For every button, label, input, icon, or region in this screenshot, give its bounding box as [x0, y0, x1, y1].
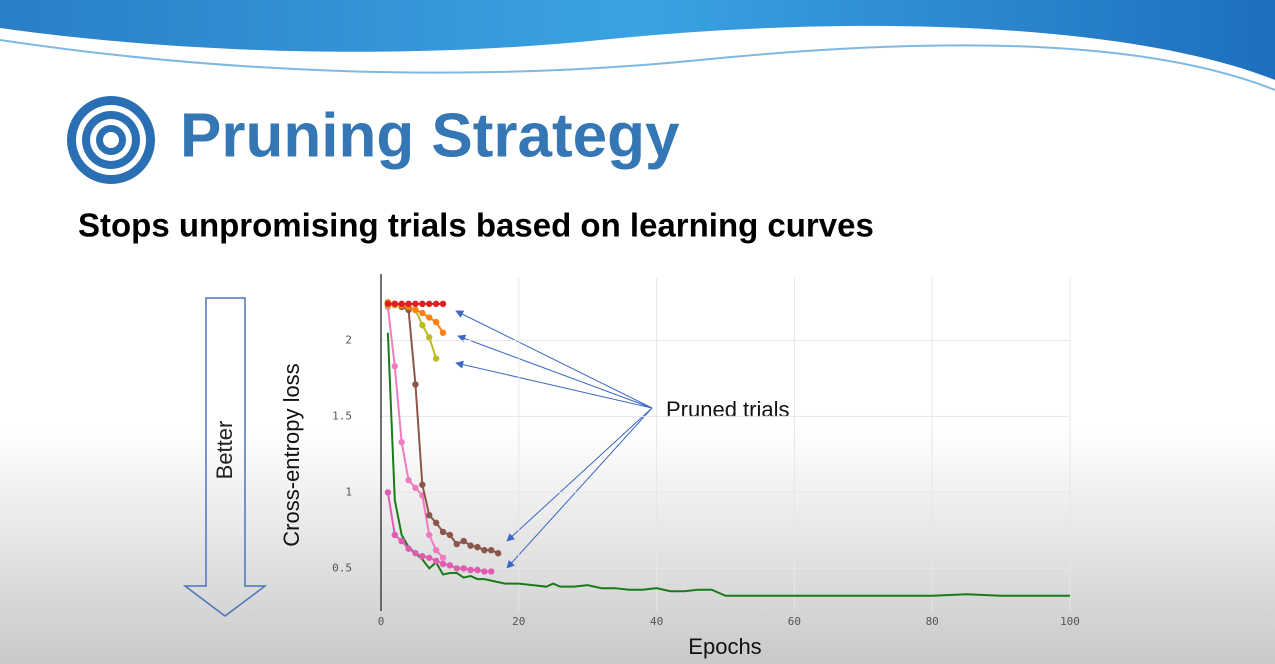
data-point — [412, 306, 419, 314]
y-tick-label: 2 — [345, 333, 352, 346]
pruned-arrows — [455, 310, 653, 569]
title-icon — [67, 96, 155, 184]
data-point — [426, 554, 433, 561]
data-point — [412, 300, 419, 308]
x-tick-label: 60 — [788, 615, 801, 628]
data-point — [398, 439, 405, 446]
x-axis-label: Epochs — [688, 634, 761, 659]
data-point — [439, 329, 447, 336]
y-tick-label: 1.5 — [332, 409, 352, 422]
data-point — [391, 362, 398, 370]
data-point — [426, 531, 433, 539]
data-point — [439, 300, 447, 308]
data-point — [453, 565, 460, 572]
better-label: Better — [212, 421, 237, 480]
data-point — [405, 545, 412, 552]
data-point — [432, 300, 440, 308]
data-point — [446, 531, 454, 539]
data-point — [488, 546, 495, 554]
data-point — [391, 300, 398, 308]
data-point — [391, 531, 398, 539]
data-point — [426, 300, 433, 308]
pruned-label: Pruned trials — [666, 397, 790, 422]
background-gradient — [0, 430, 1275, 664]
data-point — [439, 560, 447, 568]
data-point — [460, 537, 467, 545]
data-point — [439, 528, 447, 536]
data-point — [412, 484, 419, 492]
data-point — [467, 542, 474, 549]
data-point — [405, 300, 412, 308]
data-point — [453, 540, 460, 548]
data-point — [384, 489, 392, 496]
data-point — [426, 314, 433, 321]
data-point — [439, 554, 447, 561]
data-point — [419, 321, 426, 329]
better-arrow — [182, 297, 268, 617]
data-point — [398, 300, 405, 308]
data-point — [384, 300, 392, 308]
data-point — [432, 557, 440, 565]
data-point — [474, 566, 481, 574]
data-point — [426, 334, 433, 341]
data-point — [494, 550, 502, 557]
data-point — [432, 546, 440, 554]
x-tick-label: 20 — [512, 615, 525, 628]
series-line — [386, 492, 492, 573]
data-point — [474, 543, 481, 551]
data-point — [460, 565, 467, 572]
data-point — [398, 537, 405, 545]
series-line — [386, 332, 1070, 597]
data-point — [432, 355, 440, 362]
data-point — [481, 546, 488, 554]
data-point — [467, 566, 474, 574]
y-axis-label: Cross-entropy loss — [279, 363, 304, 546]
data-point — [419, 309, 426, 317]
data-point — [446, 562, 454, 569]
data-point — [405, 477, 412, 484]
data-point — [412, 550, 419, 557]
data-point — [432, 519, 440, 527]
x-tick-label: 80 — [926, 615, 939, 628]
slide-title: Pruning Strategy — [180, 101, 680, 170]
y-tick-label: 1 — [345, 485, 352, 498]
x-tick-label: 100 — [1060, 615, 1080, 628]
data-point — [419, 553, 426, 560]
data-point — [419, 481, 426, 488]
header-wave-line — [0, 39, 1275, 91]
x-tick-label: 0 — [378, 615, 385, 628]
slide-subtitle: Stops unpromising trials based on learni… — [78, 207, 874, 244]
data-point — [412, 381, 419, 388]
data-point — [481, 568, 488, 575]
data-point — [426, 512, 433, 519]
y-tick-label: 0.5 — [332, 561, 352, 574]
x-tick-label: 40 — [650, 615, 663, 628]
header-wave — [0, 0, 1275, 80]
data-point — [432, 318, 440, 326]
data-point — [419, 300, 426, 308]
data-point — [488, 568, 495, 575]
plot: 0.511.520 20 40 60 80 100 — [332, 274, 1080, 628]
